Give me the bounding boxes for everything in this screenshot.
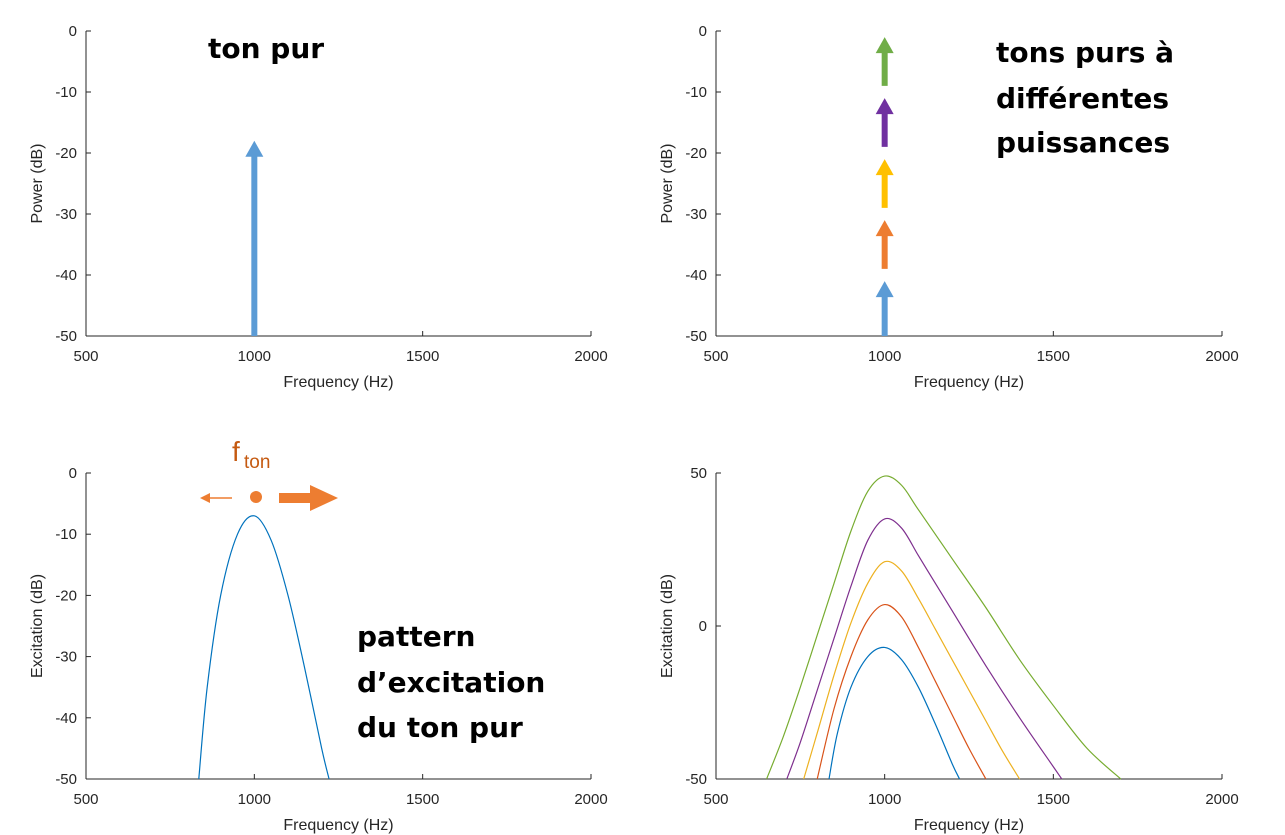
annotation-pattern-line1: pattern [357,620,475,653]
chart-panel-1: 500 1000 1500 2000 0 -10 -20 -30 -40 -50 Frequency… [29,23,608,391]
chart-panel-2: 500 1000 1500 2000 0 -10 -20 -30 -40 -50 Frequency… [659,23,1239,391]
shift-right-arrowhead-icon [310,485,338,511]
y-tick-label: 0 [69,465,77,482]
x-tick-label: 2000 [1205,791,1238,808]
x-tick-label: 500 [73,348,98,365]
x-tick-label: 1500 [406,791,439,808]
series-line-4 [786,517,1063,780]
y-tick-label: -40 [55,267,77,284]
y-tick-label: -50 [685,328,707,345]
y-tick-label: 50 [690,465,707,482]
x-tick-label: 1000 [238,791,271,808]
x-tick-label: 2000 [574,791,607,808]
annotation-tons-purs-line2: différentes [996,82,1169,115]
y-tick-label: -10 [55,526,77,543]
tone-frequency-marker: f ton [200,436,338,511]
y-axis-label: Excitation (dB) [29,574,46,678]
y-tick-label: -40 [55,710,77,727]
annotation-ton-pur: ton pur [208,32,324,65]
x-tick-label: 500 [703,791,728,808]
x-axis-label: Frequency (Hz) [914,817,1024,834]
y-axis-label: Excitation (dB) [659,574,676,678]
y-tick-label: -30 [55,206,77,223]
y-tick-label: -50 [685,771,707,788]
annotation-tons-purs-line1: tons purs à [996,36,1174,69]
x-tick-label: 1000 [868,348,901,365]
y-tick-label: -20 [55,145,77,162]
y-tick-label: -10 [55,84,77,101]
y-tick-label: -30 [685,206,707,223]
stem-arrowhead-3 [875,159,894,176]
x-tick-label: 500 [703,348,728,365]
y-axis-label: Power (dB) [659,143,676,223]
chart-panel-3: 500 1000 1500 2000 0 -10 -20 -30 -40 -50 Frequency… [29,465,608,834]
x-tick-label: 1500 [1037,348,1070,365]
stem-arrowhead-4 [875,98,894,115]
stem-arrowhead-2 [875,220,894,237]
stem-arrowhead-5 [875,37,894,54]
y-tick-label: -50 [55,771,77,788]
series-line-5 [766,475,1122,780]
y-tick-label: 0 [699,23,707,40]
series-line-3 [803,560,1021,780]
y-tick-label: 0 [69,23,77,40]
x-tick-label: 1000 [238,348,271,365]
series-line-2 [816,603,987,780]
tone-frequency-subscript: ton [244,452,270,473]
y-tick-label: -50 [55,328,77,345]
y-axis-label: Power (dB) [29,143,46,223]
annotation-pattern-line3: du ton pur [357,711,523,744]
x-tick-label: 1500 [1037,791,1070,808]
x-axis-label: Frequency (Hz) [283,374,393,391]
stem-arrowhead-1 [245,140,264,157]
series-line-1 [828,646,961,780]
shift-left-arrowhead-icon [200,493,210,503]
shift-right-arrow-icon [279,493,312,503]
x-tick-label: 500 [73,791,98,808]
x-tick-label: 1500 [406,348,439,365]
y-tick-label: 0 [699,618,707,635]
x-axis-label: Frequency (Hz) [914,374,1024,391]
x-axis-label: Frequency (Hz) [283,817,393,834]
x-tick-label: 2000 [1205,348,1238,365]
y-tick-label: -20 [685,145,707,162]
y-tick-label: -10 [685,84,707,101]
series-line-1 [198,515,330,780]
y-tick-label: -20 [55,587,77,604]
tone-frequency-label: f [232,436,240,467]
annotation-pattern-line2: d’excitation [357,666,545,699]
y-tick-label: -40 [685,267,707,284]
x-tick-label: 2000 [574,348,607,365]
stem-arrowhead-1 [875,281,894,298]
x-tick-label: 1000 [868,791,901,808]
annotation-tons-purs-line3: puissances [996,126,1170,159]
y-tick-label: -30 [55,649,77,666]
tone-frequency-dot [250,491,262,503]
